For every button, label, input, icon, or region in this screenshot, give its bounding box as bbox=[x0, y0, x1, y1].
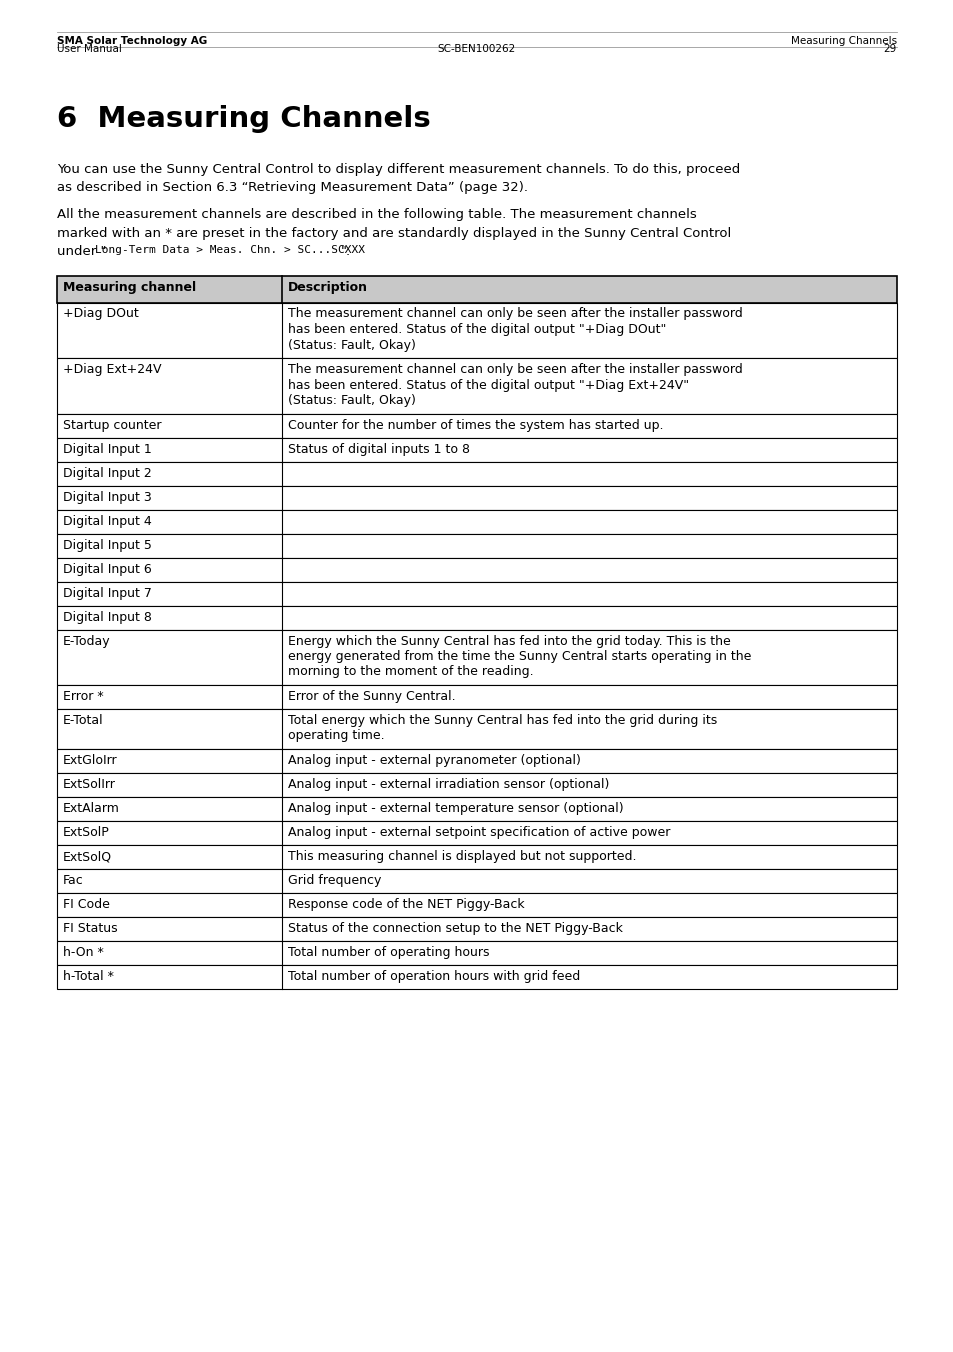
Text: Total number of operating hours: Total number of operating hours bbox=[288, 946, 489, 959]
Text: The measurement channel can only be seen after the installer password: The measurement channel can only be seen… bbox=[288, 362, 742, 376]
Text: Status of the connection setup to the NET Piggy-Back: Status of the connection setup to the NE… bbox=[288, 922, 622, 936]
Bar bbox=[57, 685, 896, 708]
Bar bbox=[57, 845, 896, 869]
Text: operating time.: operating time. bbox=[288, 730, 384, 742]
Text: (Status: Fault, Okay): (Status: Fault, Okay) bbox=[288, 338, 416, 352]
Bar bbox=[57, 358, 896, 414]
Text: Digital Input 8: Digital Input 8 bbox=[63, 611, 152, 623]
Text: Digital Input 4: Digital Input 4 bbox=[63, 515, 152, 527]
Bar bbox=[57, 965, 896, 990]
Text: FI Status: FI Status bbox=[63, 922, 117, 936]
Text: Startup counter: Startup counter bbox=[63, 419, 161, 431]
Text: morning to the moment of the reading.: morning to the moment of the reading. bbox=[288, 665, 533, 679]
Bar bbox=[57, 917, 896, 941]
Text: Response code of the NET Piggy-Back: Response code of the NET Piggy-Back bbox=[288, 898, 524, 911]
Bar bbox=[57, 773, 896, 796]
Text: FI Code: FI Code bbox=[63, 898, 110, 911]
Bar bbox=[57, 749, 896, 773]
Text: as described in Section 6.3 “Retrieving Measurement Data” (page 32).: as described in Section 6.3 “Retrieving … bbox=[57, 181, 527, 195]
Text: SMA Solar Technology AG: SMA Solar Technology AG bbox=[57, 37, 207, 46]
Text: ExtSolQ: ExtSolQ bbox=[63, 850, 112, 863]
Text: Total energy which the Sunny Central has fed into the grid during its: Total energy which the Sunny Central has… bbox=[288, 714, 717, 727]
Text: Digital Input 3: Digital Input 3 bbox=[63, 491, 152, 503]
Text: E-Today: E-Today bbox=[63, 634, 111, 648]
Text: Measuring channel: Measuring channel bbox=[63, 280, 196, 293]
Text: 29: 29 bbox=[882, 45, 896, 54]
Text: Description: Description bbox=[288, 280, 368, 293]
Bar bbox=[57, 276, 896, 303]
Text: marked with an * are preset in the factory and are standardly displayed in the S: marked with an * are preset in the facto… bbox=[57, 227, 731, 239]
Text: has been entered. Status of the digital output "+Diag DOut": has been entered. Status of the digital … bbox=[288, 323, 666, 337]
Text: Error of the Sunny Central.: Error of the Sunny Central. bbox=[288, 690, 456, 703]
Text: ExtSolP: ExtSolP bbox=[63, 826, 110, 840]
Text: E-Total: E-Total bbox=[63, 714, 104, 727]
Bar bbox=[57, 438, 896, 461]
Text: User Manual: User Manual bbox=[57, 45, 122, 54]
Text: Long-Term Data > Meas. Chn. > SC...SCXXX: Long-Term Data > Meas. Chn. > SC...SCXXX bbox=[95, 245, 365, 256]
Text: under ": under " bbox=[57, 245, 107, 258]
Text: Fac: Fac bbox=[63, 873, 84, 887]
Bar bbox=[57, 534, 896, 557]
Text: Analog input - external temperature sensor (optional): Analog input - external temperature sens… bbox=[288, 802, 623, 815]
Text: Grid frequency: Grid frequency bbox=[288, 873, 381, 887]
Bar bbox=[57, 606, 896, 630]
Bar bbox=[57, 485, 896, 510]
Text: SC-BEN100262: SC-BEN100262 bbox=[437, 45, 516, 54]
Text: You can use the Sunny Central Control to display different measurement channels.: You can use the Sunny Central Control to… bbox=[57, 164, 740, 176]
Bar bbox=[57, 510, 896, 534]
Text: Analog input - external setpoint specification of active power: Analog input - external setpoint specifi… bbox=[288, 826, 670, 840]
Text: Energy which the Sunny Central has fed into the grid today. This is the: Energy which the Sunny Central has fed i… bbox=[288, 634, 730, 648]
Bar bbox=[57, 941, 896, 965]
Text: +Diag DOut: +Diag DOut bbox=[63, 307, 138, 320]
Text: h-On *: h-On * bbox=[63, 946, 104, 959]
Text: Total number of operation hours with grid feed: Total number of operation hours with gri… bbox=[288, 969, 579, 983]
Text: (Status: Fault, Okay): (Status: Fault, Okay) bbox=[288, 393, 416, 407]
Text: All the measurement channels are described in the following table. The measureme: All the measurement channels are describ… bbox=[57, 208, 696, 220]
Text: Error *: Error * bbox=[63, 690, 104, 703]
Text: ExtAlarm: ExtAlarm bbox=[63, 802, 120, 815]
Bar bbox=[57, 461, 896, 485]
Text: Measuring Channels: Measuring Channels bbox=[790, 37, 896, 46]
Text: 6  Measuring Channels: 6 Measuring Channels bbox=[57, 105, 431, 132]
Text: h-Total *: h-Total * bbox=[63, 969, 113, 983]
Bar bbox=[57, 894, 896, 917]
Text: ExtSolIrr: ExtSolIrr bbox=[63, 777, 115, 791]
Text: ExtGloIrr: ExtGloIrr bbox=[63, 754, 117, 767]
Text: ".: ". bbox=[340, 245, 351, 258]
Text: Analog input - external pyranometer (optional): Analog input - external pyranometer (opt… bbox=[288, 754, 580, 767]
Text: Digital Input 1: Digital Input 1 bbox=[63, 442, 152, 456]
Text: energy generated from the time the Sunny Central starts operating in the: energy generated from the time the Sunny… bbox=[288, 650, 751, 662]
Text: has been entered. Status of the digital output "+Diag Ext+24V": has been entered. Status of the digital … bbox=[288, 379, 688, 392]
Text: Analog input - external irradiation sensor (optional): Analog input - external irradiation sens… bbox=[288, 777, 609, 791]
Text: The measurement channel can only be seen after the installer password: The measurement channel can only be seen… bbox=[288, 307, 742, 320]
Bar bbox=[57, 581, 896, 606]
Text: Status of digital inputs 1 to 8: Status of digital inputs 1 to 8 bbox=[288, 442, 470, 456]
Text: +Diag Ext+24V: +Diag Ext+24V bbox=[63, 362, 161, 376]
Text: Digital Input 7: Digital Input 7 bbox=[63, 587, 152, 599]
Text: This measuring channel is displayed but not supported.: This measuring channel is displayed but … bbox=[288, 850, 636, 863]
Text: Digital Input 6: Digital Input 6 bbox=[63, 562, 152, 576]
Bar bbox=[57, 630, 896, 685]
Text: Counter for the number of times the system has started up.: Counter for the number of times the syst… bbox=[288, 419, 662, 431]
Bar bbox=[57, 796, 896, 821]
Bar bbox=[57, 708, 896, 749]
Bar bbox=[57, 821, 896, 845]
Bar bbox=[57, 869, 896, 894]
Bar bbox=[57, 557, 896, 581]
Bar bbox=[57, 414, 896, 438]
Bar bbox=[57, 303, 896, 358]
Text: Digital Input 5: Digital Input 5 bbox=[63, 538, 152, 552]
Text: Digital Input 2: Digital Input 2 bbox=[63, 466, 152, 480]
